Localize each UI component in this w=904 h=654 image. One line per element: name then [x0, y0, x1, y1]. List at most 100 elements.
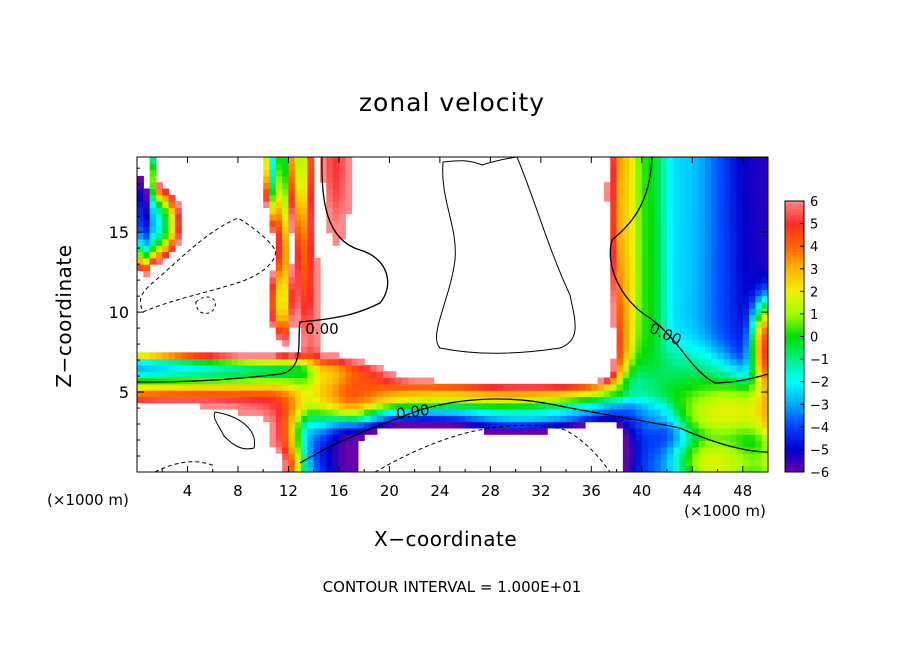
- heatmap-cell: [168, 245, 176, 253]
- heatmap-cell: [269, 396, 277, 404]
- heatmap-cell: [351, 434, 359, 442]
- heatmap-cell: [263, 402, 271, 410]
- heatmap-cell: [761, 257, 768, 265]
- heatmap-cell: [704, 308, 712, 316]
- heatmap-cell: [269, 188, 277, 196]
- heatmap-cell: [168, 213, 176, 221]
- heatmap-cell: [155, 377, 163, 385]
- heatmap-cell: [673, 188, 681, 196]
- heatmap-cell: [282, 434, 290, 442]
- heatmap-cell: [755, 364, 763, 372]
- heatmap-cell: [730, 257, 738, 265]
- heatmap-cell: [263, 352, 271, 360]
- heatmap-cell: [174, 207, 182, 215]
- heatmap-cell: [269, 220, 277, 227]
- heatmap-cell: [275, 270, 283, 278]
- heatmap-cell: [237, 364, 245, 372]
- heatmap-cell: [730, 465, 738, 472]
- heatmap-cell: [137, 264, 144, 271]
- heatmap-cell: [294, 446, 302, 454]
- heatmap-cell: [307, 188, 315, 196]
- heatmap-cell: [143, 377, 151, 385]
- heatmap-cell: [654, 238, 662, 246]
- heatmap-cell: [408, 402, 416, 410]
- heatmap-cell: [761, 283, 768, 290]
- heatmap-cell: [698, 163, 706, 171]
- heatmap-cell: [357, 377, 365, 385]
- heatmap-cell: [566, 390, 573, 397]
- heatmap-cell: [585, 383, 592, 391]
- heatmap-cell: [761, 251, 768, 259]
- colorbar-segment: [785, 455, 804, 459]
- heatmap-cell: [641, 194, 649, 202]
- heatmap-cell: [692, 308, 700, 316]
- heatmap-cell: [673, 364, 681, 372]
- heatmap-cell: [338, 194, 346, 202]
- heatmap-cell: [635, 434, 643, 442]
- heatmap-cell: [673, 383, 681, 391]
- heatmap-cell: [307, 377, 315, 385]
- heatmap-cell: [761, 383, 768, 391]
- heatmap-cell: [282, 427, 290, 435]
- heatmap-cell: [149, 390, 157, 397]
- heatmap-cell: [673, 358, 681, 366]
- heatmap-cell: [698, 446, 706, 454]
- heatmap-cell: [269, 276, 277, 284]
- heatmap-cell: [250, 352, 258, 360]
- heatmap-cell: [730, 188, 738, 196]
- heatmap-cell: [521, 390, 529, 397]
- heatmap-cell: [648, 339, 656, 347]
- heatmap-cell: [319, 459, 327, 467]
- heatmap-cell: [749, 358, 756, 366]
- heatmap-cell: [622, 308, 630, 316]
- heatmap-cell: [206, 377, 214, 385]
- heatmap-cell: [351, 440, 359, 448]
- heatmap-cell: [629, 453, 637, 460]
- heatmap-cell: [294, 396, 302, 404]
- heatmap-cell: [723, 226, 731, 234]
- heatmap-cell: [749, 396, 756, 404]
- heatmap-cell: [704, 409, 712, 416]
- heatmap-cell: [723, 371, 731, 379]
- heatmap-cell: [692, 339, 700, 347]
- heatmap-cell: [326, 390, 334, 397]
- heatmap-cell: [648, 257, 656, 265]
- heatmap-cell: [282, 295, 290, 303]
- heatmap-cell: [622, 301, 630, 309]
- colorbar-segment: [785, 438, 804, 442]
- x-tick-label: 24: [430, 482, 449, 500]
- heatmap-cell: [301, 308, 308, 316]
- heatmap-cell: [685, 182, 693, 190]
- heatmap-cell: [685, 352, 693, 360]
- heatmap-cell: [149, 251, 157, 259]
- colorbar-segment: [785, 353, 804, 357]
- heatmap-cell: [269, 383, 277, 391]
- heatmap-cell: [326, 409, 334, 416]
- heatmap-cell: [660, 213, 668, 221]
- chart-title: zonal velocity: [358, 88, 546, 117]
- heatmap-cell: [269, 358, 277, 366]
- x-axis-ticks: 4 8 12 16 20 24 28 32 36 40 44 48: [161, 157, 752, 500]
- heatmap-cell: [654, 333, 662, 341]
- heatmap-cell: [408, 377, 416, 385]
- heatmap-cell: [313, 289, 321, 297]
- heatmap-cell: [616, 276, 624, 284]
- colorbar-segment: [785, 424, 804, 428]
- heatmap-cell: [282, 421, 290, 429]
- heatmap-cell: [219, 390, 226, 397]
- heatmap-cell: [654, 175, 662, 183]
- heatmap-cell: [137, 207, 144, 215]
- heatmap-cell: [654, 308, 662, 316]
- heatmap-cell: [660, 402, 668, 410]
- heatmap-cell: [269, 421, 277, 429]
- heatmap-cell: [629, 257, 637, 265]
- heatmap-cell: [629, 390, 637, 397]
- heatmap-cell: [704, 232, 712, 240]
- heatmap-cell: [263, 182, 271, 190]
- heatmap-cell: [244, 358, 252, 366]
- heatmap-cell: [294, 390, 302, 397]
- heatmap-cell: [534, 402, 542, 410]
- heatmap-cell: [641, 409, 649, 416]
- heatmap-cell: [755, 333, 763, 341]
- heatmap-cell: [692, 327, 700, 334]
